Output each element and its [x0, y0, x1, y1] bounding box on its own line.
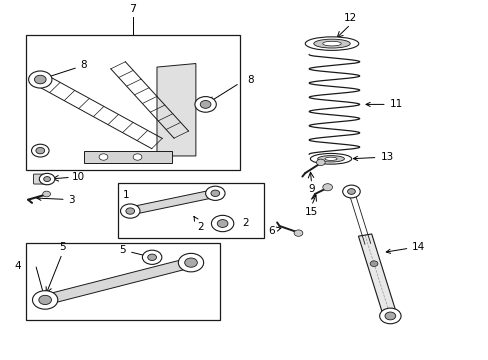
- Circle shape: [379, 308, 400, 324]
- Text: 2: 2: [242, 218, 248, 228]
- Ellipse shape: [322, 41, 341, 46]
- Ellipse shape: [313, 39, 349, 48]
- Circle shape: [42, 191, 50, 197]
- Ellipse shape: [325, 157, 336, 161]
- Circle shape: [184, 258, 197, 267]
- Text: 10: 10: [72, 172, 85, 182]
- Circle shape: [120, 204, 140, 218]
- Circle shape: [316, 159, 325, 166]
- Circle shape: [125, 208, 134, 214]
- Polygon shape: [157, 63, 196, 156]
- Circle shape: [39, 295, 51, 305]
- Text: 15: 15: [305, 207, 318, 217]
- Circle shape: [217, 220, 227, 228]
- Polygon shape: [84, 150, 171, 163]
- Ellipse shape: [317, 156, 344, 162]
- Circle shape: [43, 176, 50, 181]
- Text: 8: 8: [44, 60, 87, 79]
- Circle shape: [200, 100, 210, 108]
- Text: 12: 12: [343, 13, 356, 23]
- Circle shape: [39, 174, 55, 185]
- Text: 6: 6: [267, 226, 280, 235]
- Circle shape: [99, 154, 108, 160]
- Bar: [118, 183, 264, 238]
- Circle shape: [369, 261, 377, 266]
- Circle shape: [142, 250, 162, 264]
- Polygon shape: [43, 258, 193, 305]
- Circle shape: [342, 185, 360, 198]
- Text: 3: 3: [37, 195, 75, 205]
- Circle shape: [195, 96, 216, 112]
- Text: 11: 11: [366, 99, 402, 109]
- Circle shape: [29, 71, 52, 88]
- Text: 14: 14: [386, 242, 425, 253]
- FancyBboxPatch shape: [33, 174, 47, 184]
- Ellipse shape: [310, 153, 351, 164]
- Circle shape: [205, 186, 224, 201]
- Circle shape: [322, 184, 332, 191]
- Text: 1: 1: [122, 190, 129, 200]
- Text: 5: 5: [59, 242, 65, 252]
- Circle shape: [210, 190, 219, 197]
- Polygon shape: [128, 189, 216, 215]
- Circle shape: [36, 148, 44, 154]
- Circle shape: [293, 230, 302, 236]
- Polygon shape: [358, 234, 396, 317]
- Text: 5: 5: [120, 245, 148, 257]
- Circle shape: [384, 312, 395, 320]
- Ellipse shape: [305, 37, 358, 50]
- Circle shape: [178, 253, 203, 272]
- Bar: [26, 243, 220, 320]
- Circle shape: [347, 189, 355, 194]
- Circle shape: [34, 75, 46, 84]
- Text: 2: 2: [194, 216, 203, 232]
- Circle shape: [211, 215, 233, 232]
- Text: 8: 8: [246, 75, 253, 85]
- Circle shape: [133, 154, 142, 160]
- Circle shape: [147, 254, 156, 261]
- Text: 13: 13: [353, 152, 393, 162]
- Circle shape: [32, 291, 58, 309]
- Text: 9: 9: [307, 184, 314, 194]
- Text: 7: 7: [129, 4, 136, 14]
- Bar: [26, 35, 239, 170]
- Text: 4: 4: [14, 261, 21, 271]
- Circle shape: [31, 144, 49, 157]
